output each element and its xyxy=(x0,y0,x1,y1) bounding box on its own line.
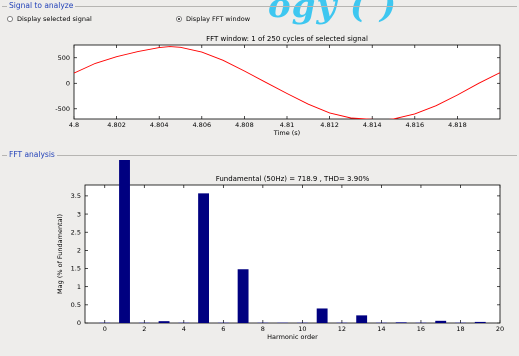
watermark-text: ogy ( ) xyxy=(268,0,398,26)
display-fft-window-radio[interactable]: Display FFT window xyxy=(176,15,250,23)
display-fft-window-label: Display FFT window xyxy=(186,15,251,23)
signal-panel-title: Signal to analyze xyxy=(7,1,76,10)
fft-panel-title: FFT analysis xyxy=(7,150,57,159)
radio-unselected-icon xyxy=(7,16,13,22)
radio-selected-icon xyxy=(176,16,182,22)
display-selected-signal-label: Display selected signal xyxy=(17,15,92,23)
fft-panel: FFT analysis xyxy=(2,150,517,353)
signal-panel: Signal to analyze xyxy=(2,1,517,149)
display-selected-signal-radio[interactable]: Display selected signal xyxy=(7,15,92,23)
